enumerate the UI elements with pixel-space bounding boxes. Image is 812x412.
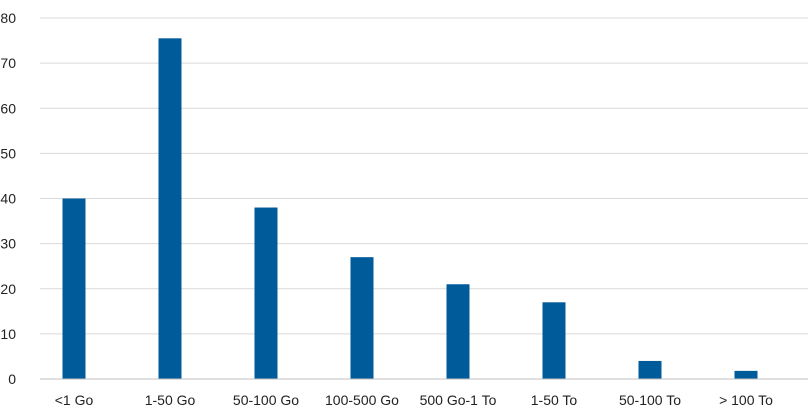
x-tick-label: 100-500 Go	[325, 392, 399, 408]
y-tick-label: 50	[0, 145, 16, 161]
y-tick-label: 10	[0, 326, 16, 342]
y-tick-label: 70	[0, 55, 16, 71]
y-tick-label: 40	[0, 191, 16, 207]
x-tick-label: <1 Go	[55, 392, 94, 408]
y-tick-label: 30	[0, 236, 16, 252]
x-tick-label: 50-100 Go	[233, 392, 299, 408]
bar	[638, 360, 662, 379]
x-tick-label: 50-100 To	[619, 392, 681, 408]
bar	[734, 370, 758, 379]
y-tick-label: 20	[0, 281, 16, 297]
gridlines	[40, 17, 808, 335]
y-axis-tick-labels: 0 10 20 30 40 50 60 70 80	[0, 10, 16, 387]
bar	[62, 198, 86, 379]
bar	[158, 38, 182, 380]
x-axis-tick-labels: <1 Go 1-50 Go 50-100 Go 100-500 Go 500 Go-1 …	[55, 392, 773, 408]
bar	[350, 257, 374, 379]
x-tick-label: > 100 To	[719, 392, 773, 408]
bar	[446, 284, 470, 379]
y-tick-label: 0	[8, 371, 16, 387]
x-tick-label: 500 Go-1 To	[420, 392, 497, 408]
bars	[62, 38, 758, 380]
x-tick-label: 1-50 To	[531, 392, 578, 408]
y-tick-label: 80	[0, 10, 16, 26]
x-tick-label: 1-50 Go	[145, 392, 196, 408]
bar	[254, 207, 278, 379]
y-tick-label: 60	[0, 100, 16, 116]
bar	[542, 302, 566, 379]
